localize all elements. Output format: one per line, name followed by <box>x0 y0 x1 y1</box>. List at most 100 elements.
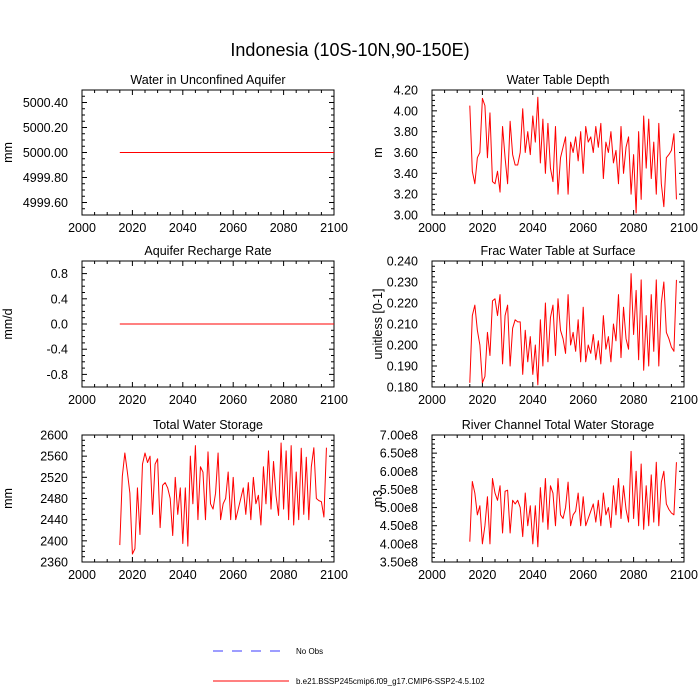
x-tick-label: 2100 <box>670 393 698 407</box>
y-axis-label: mm/d <box>1 308 15 339</box>
x-tick-label: 2020 <box>118 568 146 582</box>
y-tick-label: 6.00e8 <box>380 465 418 479</box>
x-tick-label: 2060 <box>219 221 247 235</box>
x-tick-label: 2040 <box>169 221 197 235</box>
y-tick-label: 3.40 <box>394 167 418 181</box>
x-tick-label: 2000 <box>418 221 446 235</box>
x-tick-label: 2060 <box>219 568 247 582</box>
y-tick-label: 4.20 <box>394 84 418 98</box>
y-tick-label: 6.50e8 <box>380 447 418 461</box>
y-tick-label: 2480 <box>40 492 68 506</box>
y-tick-label: 2400 <box>40 534 68 548</box>
panel-aquifer-recharge: Aquifer Recharge Rate 2000 2020 2040 2060 208… <box>1 244 348 407</box>
panel-title: Water Table Depth <box>507 73 610 87</box>
x-tick-label: 2020 <box>118 221 146 235</box>
y-tick-label: 2600 <box>40 429 68 443</box>
x-tick-label: 2020 <box>468 393 496 407</box>
y-tick-label: 3.80 <box>394 125 418 139</box>
x-tick-label: 2000 <box>68 393 96 407</box>
y-tick-label: 7.00e8 <box>380 429 418 443</box>
y-axis-label: mm <box>1 488 15 509</box>
x-tick-label: 2020 <box>468 221 496 235</box>
y-tick-label: 0.240 <box>387 255 418 269</box>
x-tick-label: 2100 <box>320 568 348 582</box>
legend-series-label: b.e21.BSSP245cmip6.f09_g17.CMIP6-SSP2-4.… <box>296 677 485 686</box>
x-tick-label: 2060 <box>569 393 597 407</box>
y-tick-label: 5000.00 <box>23 146 68 160</box>
series-line <box>119 442 327 555</box>
panel-title: River Channel Total Water Storage <box>462 418 655 432</box>
y-axis-label: unitless [0-1] <box>371 289 385 360</box>
x-tick-label: 2080 <box>270 568 298 582</box>
y-tick-label: 4999.60 <box>23 196 68 210</box>
y-tick-label: -0.4 <box>46 343 68 357</box>
x-tick-label: 2080 <box>620 568 648 582</box>
panel-title: Aquifer Recharge Rate <box>144 244 271 258</box>
y-tick-label: 3.20 <box>394 188 418 202</box>
y-tick-label: 3.00 <box>394 209 418 223</box>
series-line <box>469 450 677 548</box>
y-tick-label: 5.50e8 <box>380 483 418 497</box>
legend-no-obs-label: No Obs <box>296 647 323 656</box>
series-line <box>469 273 677 386</box>
x-tick-label: 2100 <box>320 221 348 235</box>
x-tick-label: 2080 <box>620 393 648 407</box>
x-tick-label: 2020 <box>468 568 496 582</box>
y-tick-label: 0.4 <box>51 292 68 306</box>
x-tick-label: 2040 <box>169 393 197 407</box>
y-tick-label: 5000.40 <box>23 96 68 110</box>
figure-title: Indonesia (10S-10N,90-150E) <box>230 40 469 60</box>
panel-title: Total Water Storage <box>153 418 263 432</box>
y-tick-label: 0.230 <box>387 276 418 290</box>
y-tick-label: 0.180 <box>387 381 418 395</box>
x-tick-label: 2000 <box>418 568 446 582</box>
y-tick-label: 4.00 <box>394 104 418 118</box>
x-tick-label: 2080 <box>270 393 298 407</box>
y-tick-label: 4999.80 <box>23 171 68 185</box>
panel-title: Frac Water Table at Surface <box>481 244 636 258</box>
y-tick-label: 0.190 <box>387 360 418 374</box>
panel-frac-water-table: Frac Water Table at Surface 2000 2020 2040 2… <box>371 244 698 407</box>
y-tick-label: 0.220 <box>387 297 418 311</box>
y-tick-label: -0.8 <box>46 368 68 382</box>
x-tick-label: 2080 <box>270 221 298 235</box>
plot-frame <box>431 434 685 563</box>
y-tick-label: 3.60 <box>394 146 418 160</box>
panel-total-water-storage: Total Water Storage 2000 2020 2040 2060 2080 2… <box>1 418 348 582</box>
y-tick-label: 0.0 <box>51 318 68 332</box>
x-tick-label: 2040 <box>519 393 547 407</box>
y-tick-label: 4.00e8 <box>380 537 418 551</box>
panel-title: Water in Unconfined Aquifer <box>130 73 285 87</box>
panel-water-table-depth: Water Table Depth 2000 2020 2040 2060 2080 210… <box>371 73 698 235</box>
x-tick-label: 2100 <box>670 568 698 582</box>
x-tick-label: 2060 <box>569 568 597 582</box>
y-tick-label: 5000.20 <box>23 121 68 135</box>
x-tick-label: 2000 <box>68 221 96 235</box>
y-tick-label: 5.00e8 <box>380 501 418 515</box>
panel-unconfined-aquifer: Water in Unconfined Aquifer 2000 2020 2040 2… <box>1 73 348 235</box>
y-tick-label: 0.200 <box>387 339 418 353</box>
x-tick-label: 2040 <box>519 568 547 582</box>
y-tick-label: 0.210 <box>387 318 418 332</box>
y-tick-label: 0.8 <box>51 267 68 281</box>
legend: No Obs b.e21.BSSP245cmip6.f09_g17.CMIP6-… <box>213 647 485 686</box>
y-tick-label: 2360 <box>40 556 68 570</box>
panel-river-channel-storage: River Channel Total Water Storage 2000 202… <box>371 418 698 582</box>
x-tick-label: 2100 <box>320 393 348 407</box>
x-tick-label: 2100 <box>670 221 698 235</box>
x-tick-label: 2040 <box>519 221 547 235</box>
y-axis-label: mm <box>1 142 15 163</box>
y-tick-label: 4.50e8 <box>380 519 418 533</box>
y-axis-label: m <box>371 147 385 157</box>
x-tick-label: 2060 <box>219 393 247 407</box>
x-tick-label: 2080 <box>620 221 648 235</box>
x-tick-label: 2000 <box>68 568 96 582</box>
x-tick-label: 2040 <box>169 568 197 582</box>
series-line <box>469 96 677 214</box>
y-tick-label: 2520 <box>40 471 68 485</box>
x-tick-label: 2000 <box>418 393 446 407</box>
y-tick-label: 2560 <box>40 450 68 464</box>
y-tick-label: 3.50e8 <box>380 556 418 570</box>
y-axis-label: m3 <box>371 490 385 507</box>
